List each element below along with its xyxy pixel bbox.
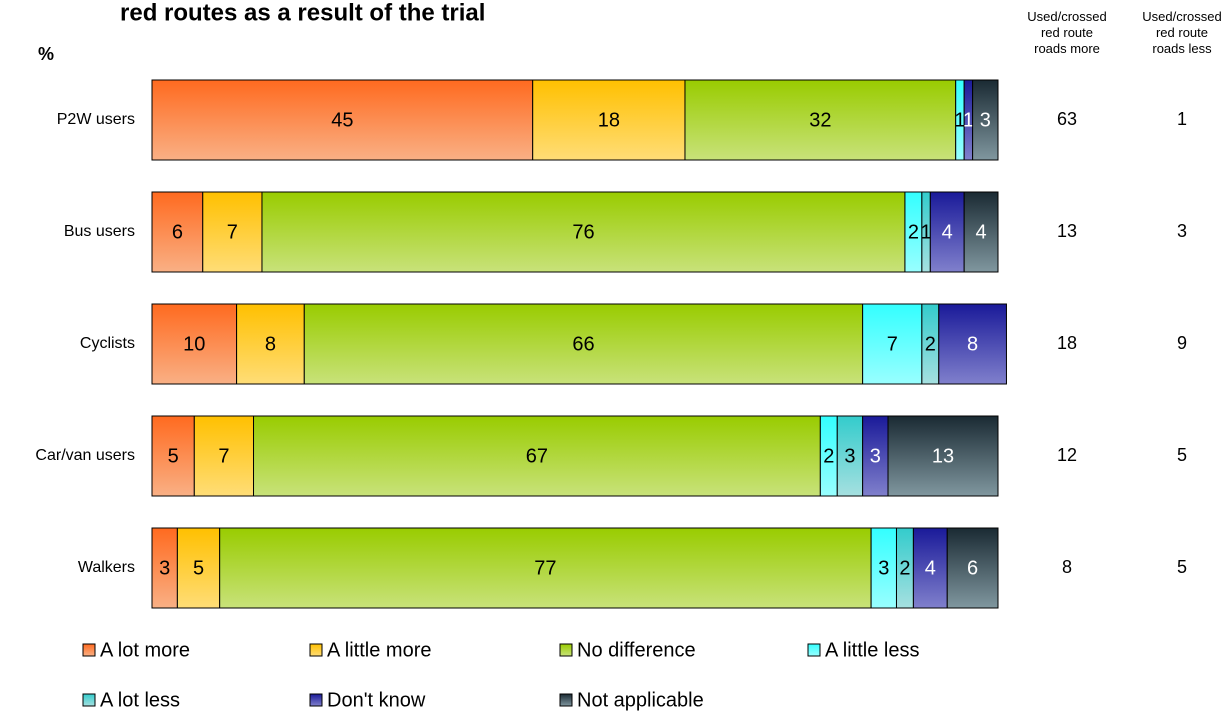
bar-segment xyxy=(253,415,821,497)
data-label: 3 xyxy=(870,445,881,467)
bar-segment xyxy=(151,527,178,609)
data-label: 1 xyxy=(963,109,974,131)
data-label: 18 xyxy=(598,109,620,131)
bar-segment xyxy=(963,191,999,273)
bar-segment xyxy=(972,79,999,161)
bar-segment xyxy=(912,527,948,609)
legend-swatch xyxy=(82,693,96,707)
data-label: 6 xyxy=(967,557,978,579)
bar-segment xyxy=(151,303,238,385)
bar-segment xyxy=(532,79,686,161)
data-label: 77 xyxy=(534,557,556,579)
data-label: 7 xyxy=(887,333,898,355)
bar-segment xyxy=(193,415,255,497)
legend-item: A little less xyxy=(807,639,919,661)
data-label: 5 xyxy=(168,445,179,467)
legend-label: A little more xyxy=(327,639,431,661)
data-label: 4 xyxy=(976,221,987,243)
legend-label: A lot more xyxy=(100,639,190,661)
data-label: 2 xyxy=(899,557,910,579)
legend-label: A lot less xyxy=(100,689,180,711)
data-label: 8 xyxy=(265,333,276,355)
category-label: Bus users xyxy=(64,223,135,240)
data-label: 13 xyxy=(932,445,954,467)
data-label: 4 xyxy=(942,221,953,243)
side-value: 1 xyxy=(1177,109,1187,129)
category-label: P2W users xyxy=(57,111,135,128)
bar-segment xyxy=(938,303,1007,385)
side-value: 3 xyxy=(1177,221,1187,241)
data-label: 7 xyxy=(218,445,229,467)
side-value: 12 xyxy=(1057,445,1077,465)
side-value: 18 xyxy=(1057,333,1077,353)
data-label: 5 xyxy=(193,557,204,579)
bar-segment xyxy=(862,415,889,497)
bar-segment xyxy=(887,415,999,497)
data-label: 2 xyxy=(925,333,936,355)
legend-swatch xyxy=(82,643,96,657)
data-label: 7 xyxy=(227,221,238,243)
data-label: 3 xyxy=(878,557,889,579)
legend-item: A little more xyxy=(309,639,431,661)
data-label: 76 xyxy=(572,221,594,243)
data-label: 32 xyxy=(809,109,831,131)
category-label: Car/van users xyxy=(35,447,135,464)
category-label: Cyclists xyxy=(80,335,135,352)
data-label: 3 xyxy=(980,109,991,131)
bar-segment xyxy=(862,303,923,385)
legend-label: Don't know xyxy=(327,689,426,711)
side-value: 13 xyxy=(1057,221,1077,241)
legend-swatch xyxy=(559,693,573,707)
side-value: 63 xyxy=(1057,109,1077,129)
bar-segment xyxy=(929,191,965,273)
data-label: 2 xyxy=(908,221,919,243)
column-header: Used/crossed red route roads less xyxy=(1142,9,1222,56)
side-value: 5 xyxy=(1177,445,1187,465)
column-header: Used/crossed red route roads more xyxy=(1027,9,1107,56)
bar-segment xyxy=(836,415,864,497)
legend-swatch xyxy=(559,643,573,657)
legend-swatch xyxy=(309,643,323,657)
bar-segment xyxy=(219,527,872,609)
category-label: Walkers xyxy=(78,559,135,576)
data-label: 1 xyxy=(921,221,932,243)
side-value: 5 xyxy=(1177,557,1187,577)
data-label: 45 xyxy=(331,109,353,131)
data-label: 1 xyxy=(954,109,965,131)
bar-segment xyxy=(870,527,897,609)
data-label: 3 xyxy=(844,445,855,467)
data-label: 8 xyxy=(967,333,978,355)
chart-title: red routes as a result of the trial xyxy=(120,0,485,26)
side-value: 8 xyxy=(1062,557,1072,577)
data-label: 6 xyxy=(172,221,183,243)
data-label: 10 xyxy=(183,333,205,355)
legend-swatch xyxy=(807,643,821,657)
bar-segment xyxy=(261,191,906,273)
legend-label: No difference xyxy=(577,639,696,661)
data-label: 4 xyxy=(925,557,936,579)
data-label: 3 xyxy=(159,557,170,579)
legend-label: Not applicable xyxy=(577,689,704,711)
legend-item: No difference xyxy=(559,639,696,661)
legend-item: Not applicable xyxy=(559,689,704,711)
bar-segment xyxy=(236,303,305,385)
bar-segment xyxy=(684,79,957,161)
legend-item: A lot more xyxy=(82,639,190,661)
bar-segment xyxy=(151,415,195,497)
data-label: 66 xyxy=(572,333,594,355)
bar-segment xyxy=(946,527,999,609)
bar-segment xyxy=(151,191,204,273)
bar-segment xyxy=(202,191,263,273)
side-value: 9 xyxy=(1177,333,1187,353)
data-label: 2 xyxy=(823,445,834,467)
legend-label: A little less xyxy=(825,639,919,661)
legend-swatch xyxy=(309,693,323,707)
data-label: 67 xyxy=(526,445,548,467)
bar-segment xyxy=(151,79,534,161)
axis-label: % xyxy=(38,44,54,64)
legend-item: A lot less xyxy=(82,689,180,711)
legend-item: Don't know xyxy=(309,689,426,711)
